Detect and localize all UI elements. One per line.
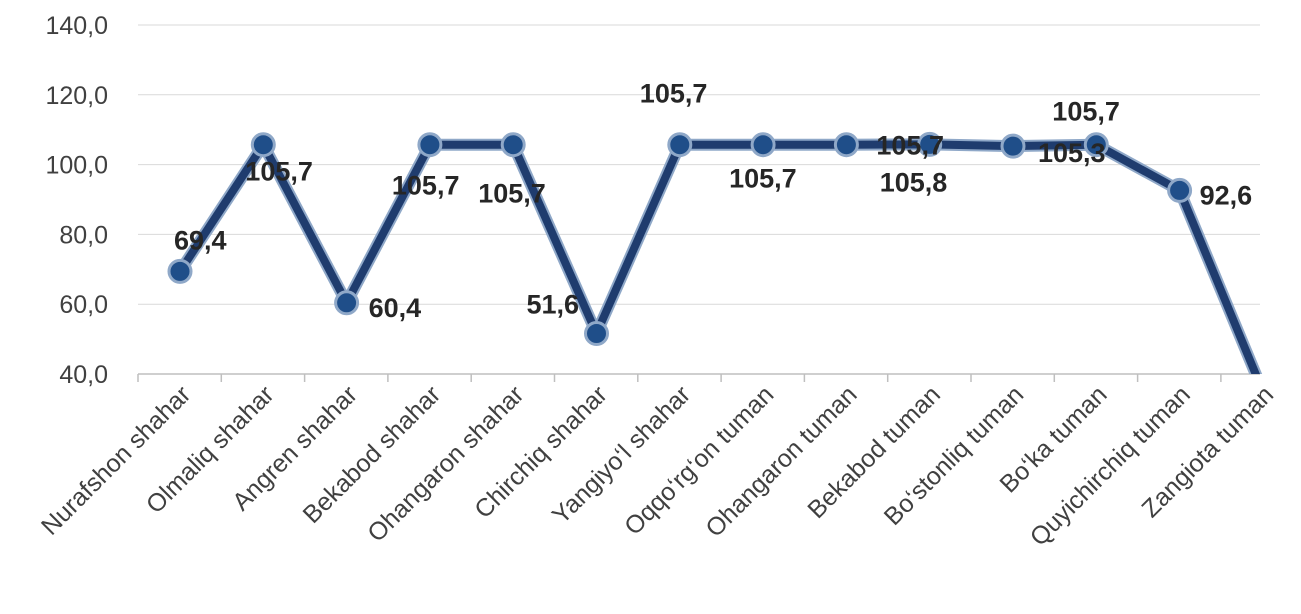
data-label: 105,7 (876, 131, 944, 161)
data-point (833, 132, 859, 158)
data-point (917, 131, 943, 157)
data-point (584, 321, 609, 347)
y-tick-label: 60,0 (59, 291, 108, 319)
data-point (1083, 132, 1109, 158)
data-label: 69,4 (174, 225, 227, 255)
y-tick-label: 100,0 (45, 152, 108, 180)
data-point (167, 258, 193, 284)
data-point (1167, 177, 1193, 203)
data-point (250, 132, 276, 158)
data-point (750, 132, 776, 158)
data-point (417, 132, 443, 158)
data-label: 51,6 (527, 290, 580, 320)
series-line-outline (174, 138, 1263, 374)
data-label: 105,7 (478, 179, 546, 209)
y-tick-label: 120,0 (45, 82, 108, 110)
y-axis-tick-labels: 40,0 60,0 80,0 100,0 120,0 140,0 (45, 12, 108, 389)
data-label: 92,6 (1200, 180, 1253, 210)
y-tick-label: 140,0 (45, 12, 108, 40)
x-tick-label: Quyichirchiq tuman (1025, 380, 1196, 551)
x-tick-label: Bo‘stonliq tuman (879, 380, 1029, 530)
x-tick-label: Oqqo‘rg‘on tuman (619, 380, 779, 540)
x-tick-label: Nurafshon shahar (36, 380, 196, 540)
x-axis (137, 373, 1260, 382)
data-label: 105,7 (640, 79, 708, 109)
y-tick-label: 40,0 (59, 361, 108, 389)
y-tick-label: 80,0 (59, 221, 108, 249)
data-label: 60,4 (369, 293, 422, 323)
data-point (334, 290, 360, 316)
data-series-line (174, 138, 1263, 374)
data-point (1000, 133, 1026, 159)
gridlines (138, 24, 1260, 305)
series-line (176, 140, 1260, 374)
x-tick-label: Ohangaron tuman (700, 380, 862, 542)
data-point (500, 132, 526, 158)
x-tick-label: Ohangaron shahar (362, 380, 529, 547)
data-point (667, 132, 693, 158)
data-label: 105,7 (1052, 97, 1120, 127)
data-label: 105,7 (392, 171, 460, 201)
data-labels: 69,4 105,7 60,4 105,7 105,7 51,6 105,7 105,7 105… (174, 79, 1252, 323)
data-label: 105,7 (729, 164, 797, 194)
data-markers (167, 131, 1193, 347)
data-label: 105,7 (245, 157, 313, 187)
data-label: 105,8 (880, 167, 948, 197)
data-label: 105,3 (1038, 138, 1106, 168)
